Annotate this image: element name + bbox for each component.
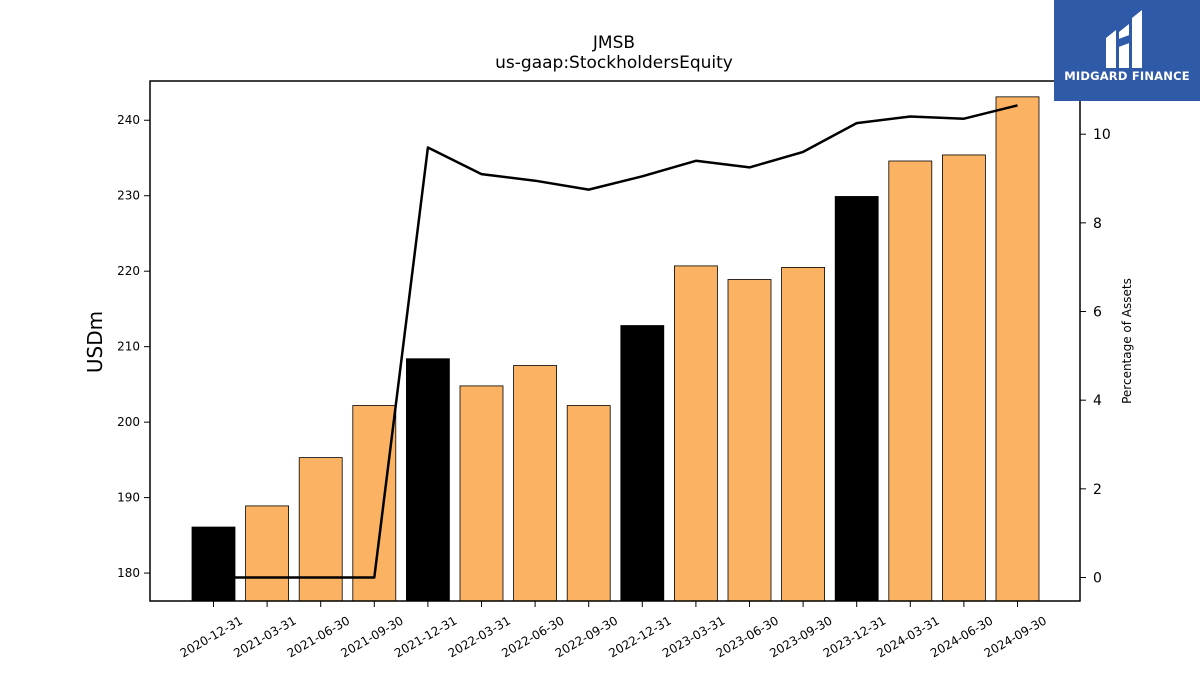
- y-axis-right: 0 2 4 6 8 10: [1080, 127, 1111, 587]
- bar-2022-03-31: [459, 385, 504, 602]
- y-tick-label: 190: [117, 491, 140, 505]
- chart-title: JMSB: [592, 33, 635, 53]
- y2-tick-label: 8: [1093, 216, 1102, 232]
- bar-2020-12-31: [191, 526, 236, 602]
- bar-2024-03-31: [888, 160, 933, 602]
- y-tick-label: 240: [117, 113, 140, 127]
- y2-tick-label: 2: [1093, 482, 1102, 498]
- bar-2024-06-30: [942, 154, 986, 602]
- line-group: [213, 104, 1018, 579]
- y-axis-label: USDm: [83, 311, 107, 373]
- y2-axis-label: Percentage of Assets: [1120, 278, 1134, 404]
- bars-group: [191, 96, 1040, 602]
- y2-tick-label: 0: [1093, 571, 1102, 587]
- bar-2023-09-30: [781, 267, 825, 602]
- bar-2024-09-30: [995, 96, 1040, 602]
- bar-2022-12-31: [620, 325, 665, 602]
- y-tick-label: 200: [117, 415, 140, 429]
- y2-tick-label: 10: [1093, 127, 1111, 143]
- y-tick-label: 230: [117, 189, 140, 203]
- bar-2021-06-30: [298, 457, 343, 602]
- brand-name: MIDGARD FINANCE: [1064, 69, 1190, 83]
- line-series: [213, 104, 1018, 579]
- y-tick-label: 220: [117, 264, 140, 278]
- y-tick-label: 210: [117, 340, 140, 354]
- bar-2023-12-31: [834, 196, 879, 602]
- y2-tick-label: 4: [1093, 393, 1102, 409]
- bar-2021-03-31: [245, 505, 290, 602]
- bar-2022-09-30: [566, 405, 611, 602]
- y-axis-left: 180 190 200 210 220 230 240: [117, 113, 150, 580]
- brand-logo: MIDGARD FINANCE: [1054, 0, 1200, 101]
- bar-2023-06-30: [727, 279, 772, 602]
- y2-tick-label: 6: [1093, 305, 1102, 321]
- bar-2023-03-31: [674, 265, 718, 602]
- plot-frame: [149, 80, 1081, 602]
- x-axis: 2020-12-312021-03-312021-06-302021-09-30…: [178, 601, 1049, 660]
- bar-2021-12-31: [405, 358, 450, 602]
- y-tick-label: 180: [117, 566, 140, 580]
- chart-subtitle: us-gaap:StockholdersEquity: [495, 53, 733, 73]
- midgard-logo-icon: [1106, 10, 1142, 68]
- bar-2022-06-30: [513, 365, 557, 602]
